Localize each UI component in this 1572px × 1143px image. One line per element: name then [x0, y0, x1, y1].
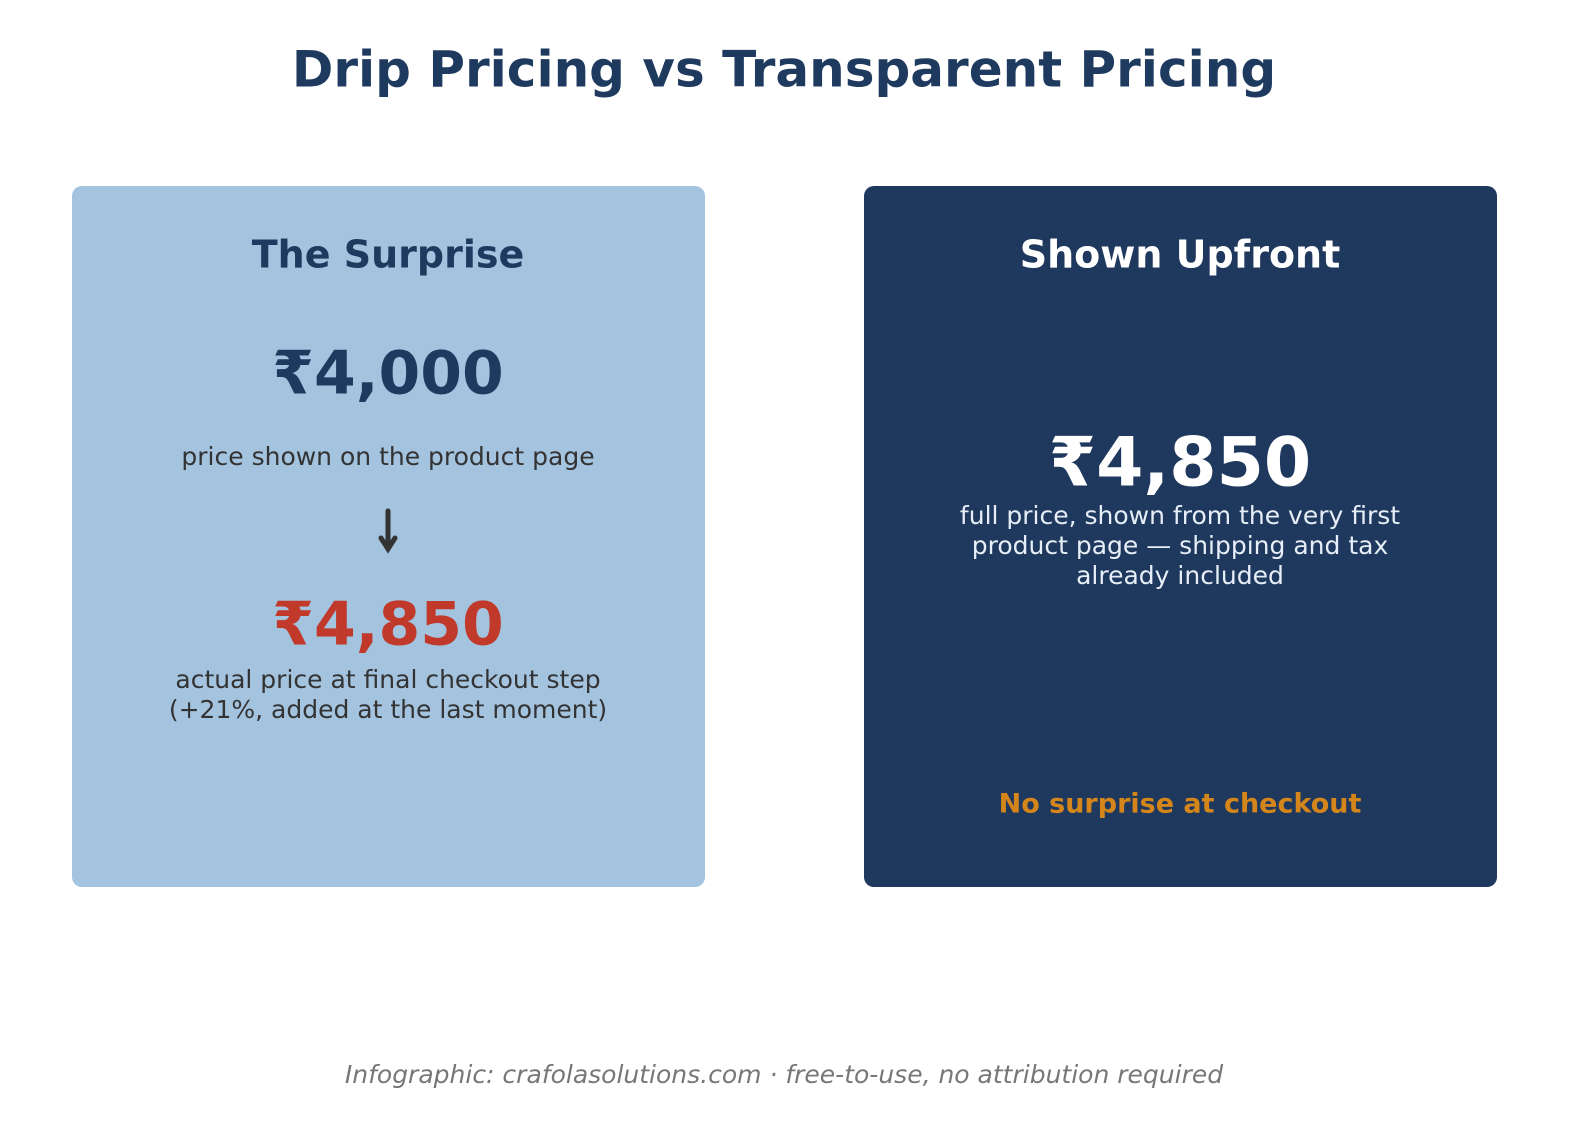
upfront-caption: full price, shown from the very first — [960, 501, 1400, 530]
down-arrow — [378, 508, 398, 554]
footer-credit: Infographic: crafolasolutions.com · free… — [345, 1060, 1223, 1089]
title: Drip Pricing vs Transparent Pricing — [292, 41, 1276, 99]
upfront-card — [864, 186, 1497, 887]
final-caption: (+21%, added at the last moment) — [169, 695, 607, 724]
card-heading: Shown Upfront — [1020, 233, 1341, 277]
shown-caption: price shown on the product page — [181, 442, 594, 471]
final-price: ₹4,850 — [272, 590, 504, 660]
shown-price: ₹4,000 — [272, 339, 504, 409]
card-heading: The Surprise — [252, 233, 525, 277]
note: No surprise at checkout — [999, 789, 1362, 820]
final-caption: actual price at final checkout step — [175, 665, 600, 694]
upfront-caption: product page — shipping and tax — [972, 531, 1389, 560]
upfront-price: ₹4,850 — [1049, 424, 1311, 503]
upfront-caption: already included — [1076, 561, 1284, 590]
